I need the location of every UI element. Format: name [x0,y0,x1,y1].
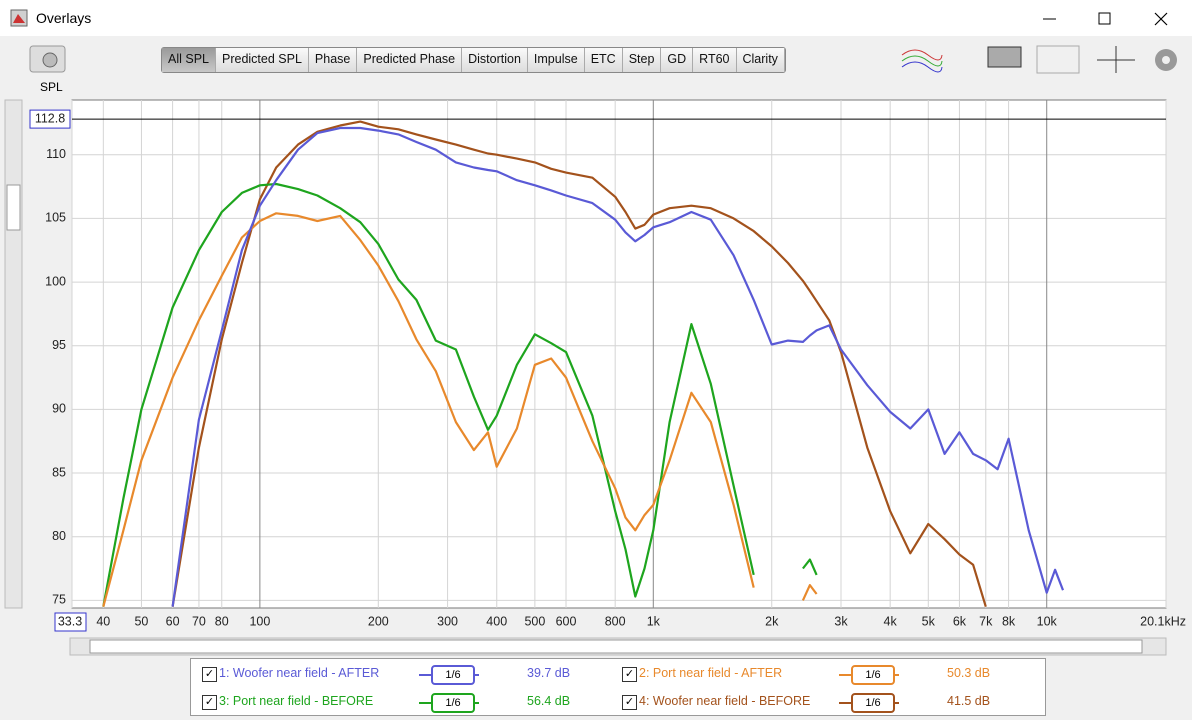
x-tick-label: 70 [192,614,206,628]
x-tick-label: 40 [96,614,110,628]
offset-label: 41.5 dB [947,694,991,708]
x-tick-label: 2k [765,614,779,628]
series-line [171,120,987,608]
smoothing-button[interactable]: 1/6 [431,665,475,685]
y-tick-label: 110 [46,147,66,161]
checkbox[interactable]: ✓ [202,667,217,682]
tab-button[interactable]: Predicted Phase [357,48,463,72]
y-tick-label: 95 [52,338,66,352]
smoothing-button[interactable]: 1/6 [851,665,895,685]
x-tick-label: 1k [647,614,661,628]
y-tick-label: 100 [45,274,66,288]
x-tick-label: 400 [486,614,507,628]
x-tick-label: 6k [953,614,967,628]
x-tick-label: 10k [1037,614,1058,628]
checkbox[interactable]: ✓ [622,667,637,682]
checkbox[interactable]: ✓ [202,695,217,710]
tab-button[interactable]: Clarity [736,48,785,72]
x-tick-label: 800 [605,614,626,628]
legend-name: 1: Woofer near field - AFTER [219,666,380,680]
tab-button[interactable]: All SPL [162,48,216,72]
offset-label: 50.3 dB [947,666,991,680]
x-tick-label: 4k [884,614,898,628]
x-limit-box [54,612,87,632]
series-line [102,212,818,607]
legend-row: ✓ 4: Woofer near field - BEFORE 1/6 41.5 dB [611,690,1031,714]
tab-button[interactable]: Phase [308,48,358,72]
y-tick-label: 85 [52,465,66,479]
smoothing-button[interactable]: 1/6 [851,693,895,713]
x-tick-label: 200 [368,614,389,628]
offset-label: 56.4 dB [527,694,571,708]
grid [71,100,1167,608]
legend-name: 3: Port near field - BEFORE [219,694,374,708]
window-title: Overlays [36,10,92,26]
tab-button[interactable]: ETC [584,48,623,72]
x-tick-label: 50 [134,614,148,628]
title-bar: Overlays [0,0,1192,36]
y-tick-label: 80 [52,529,66,543]
x-tick-label: 100 [249,614,270,628]
x-tick-label: 300 [437,614,458,628]
series-line [171,126,1065,607]
legend-row: ✓ 1: Woofer near field - AFTER 1/6 39.7 dB [191,662,611,686]
checkbox[interactable]: ✓ [622,695,637,710]
x-tick-label: 500 [524,614,545,628]
x-tick-label: 33.3 [58,614,82,628]
tab-bar: All SPL Predicted SPL Phase Predicted Phase… [161,47,786,73]
x-tick-label: 80 [215,614,229,628]
tab-button[interactable]: Impulse [527,48,585,72]
legend-row: ✓ 3: Port near field - BEFORE 1/6 56.4 dB [191,690,611,714]
cursor-box [29,109,71,129]
y-tick-label: 105 [45,211,66,225]
legend-name: 4: Woofer near field - BEFORE [639,694,811,708]
x-tick-label: 20.1kHz [1140,614,1186,628]
title-icons [10,9,1168,27]
x-tick-label: 600 [556,614,577,628]
smoothing-button[interactable]: 1/6 [431,693,475,713]
y-axis-label: SPL [40,80,63,94]
x-tick-label: 60 [166,614,180,628]
x-tick-label: 7k [979,614,993,628]
y-tick-label: 75 [52,593,66,607]
offset-label: 39.7 dB [527,666,571,680]
legend-panel: ✓ 1: Woofer near field - AFTER 1/6 39.7 dB ✓… [190,658,1046,716]
x-tick-label: 5k [922,614,936,628]
tab-button[interactable]: Step [622,48,662,72]
tab-button[interactable]: RT60 [693,48,737,72]
tab-button[interactable]: Distortion [462,48,528,72]
tab-button[interactable]: GD [661,48,694,72]
x-tick-label: 8k [1002,614,1016,628]
tab-button[interactable]: Predicted SPL [216,48,309,72]
y-tick-label: 90 [52,402,66,416]
x-tick-label: 3k [834,614,848,628]
legend-row: ✓ 2: Port near field - AFTER 1/6 50.3 dB [611,662,1031,686]
legend-name: 2: Port near field - AFTER [639,666,783,680]
cursor-label: 112.8 [35,111,65,125]
series-line [102,182,818,607]
